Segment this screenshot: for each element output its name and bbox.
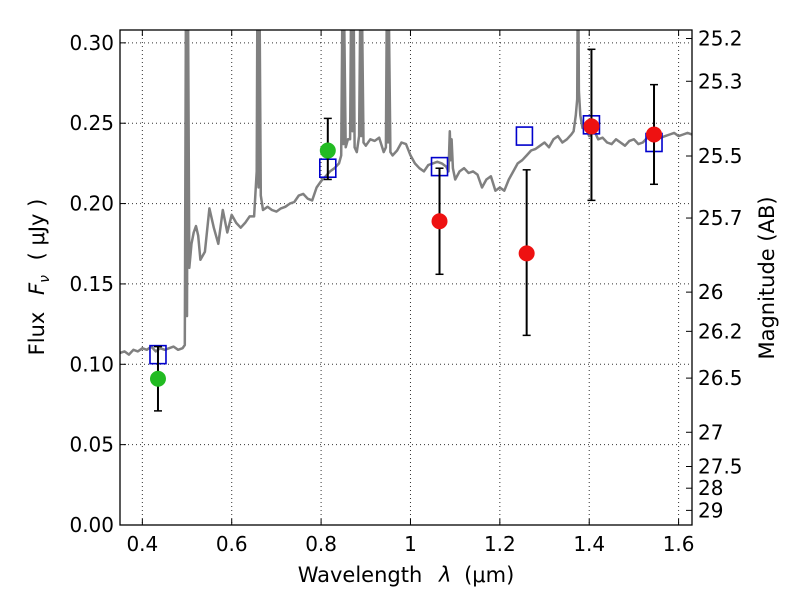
x-tick-label: 0.6	[216, 532, 248, 556]
data-area	[120, 30, 692, 412]
y-tick-label: 0.10	[69, 352, 114, 376]
x-axis-label-symbol: λ	[438, 563, 451, 587]
x-tick-label: 1.6	[663, 532, 695, 556]
photometry-point	[431, 213, 448, 230]
photometry-point	[149, 370, 166, 387]
x-tick-label: 1	[404, 532, 417, 556]
y2-axis-label: Magnitude (AB)	[755, 196, 779, 359]
y-tick-label: 0.20	[69, 192, 114, 216]
y-tick-label: 0.30	[69, 31, 114, 55]
x-tick-label: 0.4	[126, 532, 158, 556]
y2-tick-label: 27.5	[698, 455, 743, 479]
photometry-point	[518, 245, 535, 262]
plot-frame	[119, 29, 693, 526]
photometry-point	[583, 118, 600, 135]
y-tick-label: 0.05	[69, 433, 114, 457]
x-tick-label: 1.2	[484, 532, 516, 556]
axis-ticks: 0.4 0.6 0.8 1 1.2 1.4 1.6 0.00 0.05 0.10 0.15 0.20 0…	[69, 27, 742, 556]
y2-tick-label: 25.2	[698, 27, 743, 51]
photometry-point	[319, 142, 336, 159]
x-axis-label-unit: (μm)	[464, 563, 514, 587]
photometry-point	[646, 126, 663, 143]
spectrum-line	[120, 30, 692, 356]
y2-tick-label: 27	[698, 420, 723, 444]
x-axis-label-word: Wavelength	[298, 563, 423, 587]
y-axis-label-symbol: F	[25, 282, 49, 295]
y-axis-label-word: Flux	[25, 312, 49, 356]
y2-tick-label: 26.5	[698, 366, 743, 390]
y2-tick-label: 26.2	[698, 319, 743, 343]
y2-tick-label: 25.5	[698, 144, 743, 168]
y2-tick-label: 25.3	[698, 69, 743, 93]
y2-tick-label: 29	[698, 498, 723, 522]
x-tick-label: 1.4	[573, 532, 605, 556]
x-tick-label: 0.8	[305, 532, 337, 556]
y-tick-label: 0.15	[69, 272, 114, 296]
y2-tick-label: 25.7	[698, 206, 743, 230]
model-photometry-square	[515, 126, 534, 146]
y-axis-label: Flux Fν ( μJy )	[25, 199, 54, 356]
y-axis-label-subscript: ν	[37, 275, 53, 283]
y-axis-label-unit: ( μJy )	[25, 199, 49, 261]
x-axis-label: Wavelength λ (μm)	[298, 563, 515, 587]
y2-tick-label: 28	[698, 476, 723, 500]
y2-tick-label: 26	[698, 280, 723, 304]
plot-background	[120, 30, 692, 525]
y-tick-label: 0.00	[69, 513, 114, 537]
y-tick-label: 0.25	[69, 111, 114, 135]
